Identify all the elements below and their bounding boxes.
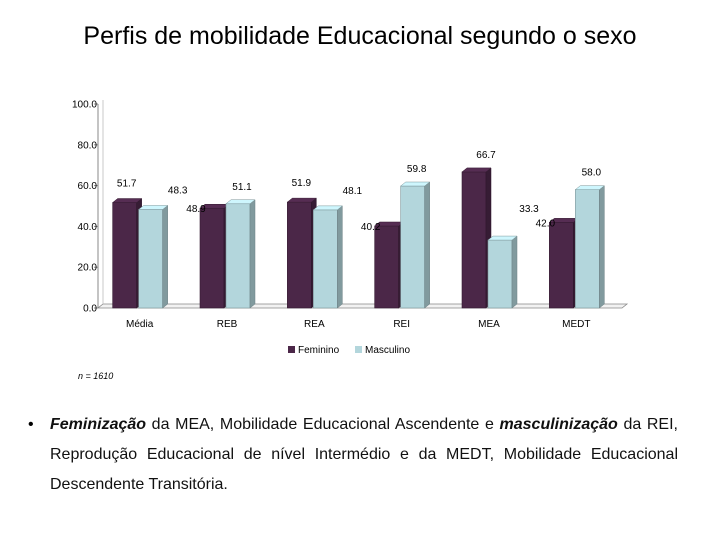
bar-feminino-label: 51.7 (117, 179, 137, 190)
bar-masculino (312, 205, 344, 309)
bar-feminino-front (374, 225, 399, 309)
x-tick-label: Média (126, 319, 154, 330)
bar-feminino-front (549, 222, 574, 309)
bar-masculino-label: 48.3 (168, 185, 188, 196)
bar-masculino (225, 199, 256, 309)
bar-masculino (574, 185, 606, 309)
bar-masculino-front (487, 239, 513, 309)
bar-masculino-front (313, 209, 338, 309)
bar-feminino (373, 221, 405, 309)
bar-masculino (487, 235, 518, 309)
y-tick-label: 100.0 (72, 100, 97, 111)
x-tick-label: REA (304, 319, 325, 330)
bar-masculino-side (599, 185, 605, 309)
legend-swatch-feminino (288, 346, 295, 353)
x-tick-label: MEDT (562, 319, 590, 330)
conclusion-text: Feminização da MEA, Mobilidade Educacion… (50, 410, 678, 500)
bar-masculino-label: 58.0 (582, 168, 602, 179)
bar-chart: 0.0 20.0 40.0 60.0 80.0 100.0 51.7 48.3 Média 48.… (72, 100, 629, 356)
bar-masculino-label: 59.8 (407, 164, 427, 175)
bar-masculino-front (400, 185, 425, 309)
bar-masculino (399, 181, 431, 309)
body-text: da REI, Reprodução Educacional de nível … (50, 416, 678, 493)
bar-feminino (199, 203, 230, 309)
x-tick-label: MEA (478, 319, 500, 330)
sample-size-note: n = 1610 (78, 371, 114, 381)
bar-feminino-top (286, 197, 318, 203)
bar-feminino-front (461, 171, 487, 309)
emphasis-text: Feminização (50, 416, 147, 433)
bar-feminino-top (461, 167, 492, 173)
bar-masculino-front (575, 189, 600, 309)
bar-masculino-side (337, 205, 343, 309)
bar-masculino-side (162, 204, 168, 309)
y-tick-label: 20.0 (78, 263, 98, 274)
bullet-icon: • (28, 416, 34, 433)
body-text: da MEA, Mobilidade Educacional Ascendent… (146, 416, 500, 433)
bar-feminino (548, 217, 580, 309)
bar-masculino-top (399, 181, 431, 187)
bar-masculino (137, 204, 169, 309)
bar-feminino-label: 48.9 (186, 204, 206, 215)
bar-masculino-label: 33.3 (519, 204, 539, 215)
bar-feminino-top (111, 198, 143, 203)
bar-feminino-front (112, 202, 137, 309)
y-tick-label: 80.0 (78, 140, 98, 151)
emphasis-text: masculinização (499, 416, 618, 433)
bar-masculino-top (312, 205, 344, 211)
bar-masculino-top (137, 205, 169, 210)
bar-feminino (461, 167, 492, 309)
bar-masculino-top (574, 185, 606, 190)
y-tick-label: 0.0 (83, 304, 97, 315)
slide-title: Perfis de mobilidade Educacional segundo… (83, 22, 637, 50)
x-tick-label: REI (393, 319, 410, 330)
bar-feminino-front (199, 207, 225, 309)
bar-feminino-label: 42.0 (536, 218, 556, 229)
chart-floor (96, 303, 629, 309)
legend-swatch-masculino (355, 346, 362, 353)
bar-feminino-label: 40.2 (361, 222, 381, 233)
bar-masculino-side (249, 199, 256, 309)
bar-feminino-label: 51.9 (292, 178, 312, 189)
y-tick-label: 60.0 (78, 181, 98, 192)
bar-masculino-front (138, 209, 163, 309)
bar-feminino (286, 197, 318, 309)
legend-label-feminino: Feminino (298, 345, 340, 356)
x-tick-label: REB (217, 319, 238, 330)
bar-masculino-side (424, 181, 430, 309)
y-tick-label: 40.0 (78, 222, 98, 233)
bar-feminino-front (287, 201, 312, 309)
bar-masculino-top (487, 235, 518, 241)
bar-masculino-front (225, 203, 251, 309)
bar-feminino-label: 66.7 (476, 150, 496, 161)
bar-feminino (111, 198, 143, 309)
bar-masculino-label: 48.1 (343, 186, 363, 197)
bar-masculino-top (225, 199, 256, 205)
bar-masculino-label: 51.1 (232, 182, 252, 193)
legend-label-masculino: Masculino (365, 345, 410, 356)
bar-masculino-side (511, 235, 518, 309)
